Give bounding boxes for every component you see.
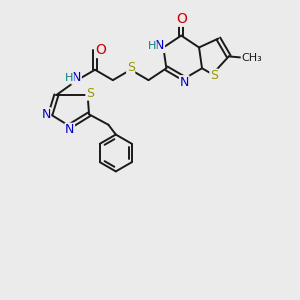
Text: S: S <box>86 87 94 100</box>
Text: N: N <box>155 40 164 52</box>
Text: O: O <box>176 12 187 26</box>
Text: H: H <box>65 73 73 83</box>
Text: N: N <box>179 76 189 89</box>
Text: N: N <box>65 123 74 136</box>
Text: N: N <box>72 71 81 84</box>
Text: O: O <box>95 44 106 57</box>
Text: CH₃: CH₃ <box>241 53 262 63</box>
Text: N: N <box>41 108 51 121</box>
Text: S: S <box>127 61 135 74</box>
Text: S: S <box>210 69 218 82</box>
Text: H: H <box>148 41 156 51</box>
